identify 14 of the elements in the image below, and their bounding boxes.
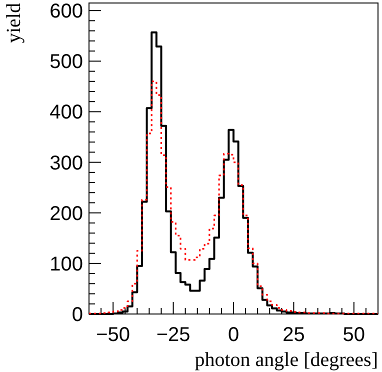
- y-tick-label: 600: [50, 0, 83, 23]
- y-tick-label: 400: [50, 102, 83, 124]
- y-axis-title: yield: [3, 3, 25, 43]
- y-tick-label: 100: [50, 253, 83, 276]
- y-tick-label: 500: [50, 51, 83, 74]
- x-axis-title: photon angle [degrees]: [194, 349, 378, 371]
- x-tick-label: 25: [282, 324, 305, 346]
- x-tick-label: −50: [96, 324, 130, 346]
- y-tick-label: 200: [50, 202, 83, 225]
- x-tick-label: −25: [156, 324, 190, 346]
- x-tick-label: 0: [228, 324, 240, 346]
- y-tick-label: 0: [72, 304, 83, 326]
- y-tick-label: 300: [50, 152, 83, 174]
- x-tick-label: 50: [342, 324, 366, 346]
